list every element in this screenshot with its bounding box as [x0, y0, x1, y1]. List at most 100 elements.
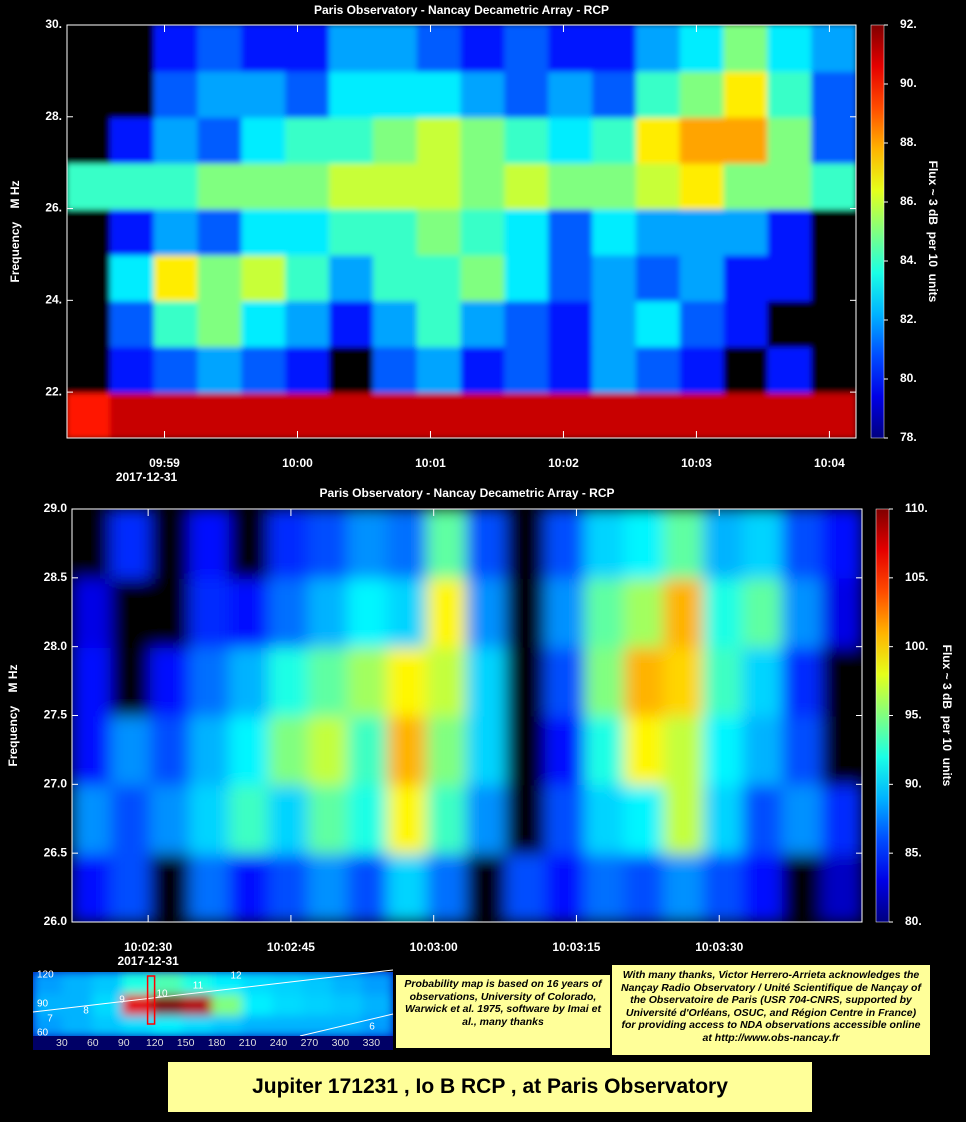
chart-title: Paris Observatory - Nancay Decametric Ar… — [319, 486, 614, 500]
x-tick-label: 330 — [363, 1037, 381, 1049]
heatmap-cell — [723, 25, 770, 72]
heatmap-cell — [811, 299, 856, 348]
contour-label: 12 — [230, 971, 242, 982]
heatmap-cell — [109, 161, 156, 210]
heatmap-cell — [548, 69, 594, 118]
x-tick-label: 10:04 — [814, 456, 845, 470]
contour-label: 8 — [83, 1006, 89, 1017]
heatmap-cell — [92, 992, 124, 1016]
heatmap-cell — [387, 509, 429, 579]
heatmap-cell — [624, 852, 666, 922]
heatmap-cell — [268, 852, 310, 922]
heatmap-cell — [723, 207, 770, 256]
heatmap-cell — [504, 299, 551, 348]
contour-label: 11 — [193, 981, 204, 992]
heatmap-cell — [723, 391, 770, 438]
x-tick-label: 10:02 — [548, 456, 579, 470]
heatmap-cell — [212, 992, 244, 1016]
heatmap-cell — [72, 783, 113, 855]
heatmap — [72, 509, 862, 922]
y-tick-label: 22. — [45, 384, 62, 398]
heatmap-cell — [62, 972, 94, 995]
heatmap-cell — [329, 69, 375, 118]
heatmap-cell — [197, 69, 244, 118]
heatmap-cell — [241, 69, 288, 118]
heatmap-cell — [592, 25, 638, 72]
heatmap-cell — [72, 645, 113, 717]
colorbar-tick-label: 80. — [900, 371, 917, 385]
heatmap-cell — [110, 576, 152, 648]
y-tick-label: 28.5 — [44, 570, 68, 584]
heatmap-cell — [635, 345, 682, 394]
contour-label: 9 — [119, 995, 125, 1006]
heatmap-cell — [332, 1013, 364, 1036]
heatmap-cell — [460, 161, 507, 210]
heatmap-cell — [460, 25, 507, 72]
heatmap-cell — [67, 161, 112, 210]
heatmap-cell — [285, 253, 331, 302]
heatmap-cell — [302, 972, 334, 995]
x-tick-label: 120 — [146, 1037, 164, 1049]
heatmap-cell — [592, 207, 638, 256]
heatmap-cell — [545, 783, 587, 855]
heatmap-cell — [308, 645, 350, 717]
heatmap-cell — [153, 115, 200, 164]
heatmap-cell — [663, 783, 705, 855]
heatmap-cell — [505, 783, 547, 855]
heatmap-cell — [329, 345, 375, 394]
colorbar — [870, 24, 885, 439]
colorbar-tick-label: 95. — [905, 708, 922, 722]
heatmap-cell — [548, 115, 594, 164]
heatmap-cell — [821, 576, 862, 648]
x-tick-label: 10:03:30 — [695, 940, 743, 954]
heatmap-cell — [285, 299, 331, 348]
contour-label: 7 — [47, 1014, 53, 1025]
contour-line — [299, 1013, 394, 1037]
heatmap-cell — [372, 391, 419, 438]
heatmap-cell — [679, 253, 726, 302]
heatmap-cell — [679, 207, 726, 256]
note: With many thanks, Victor Herrero-Arrieta… — [612, 965, 930, 1055]
heatmap-cell — [229, 645, 271, 717]
heatmap-cell — [109, 345, 156, 394]
heatmap-cell — [584, 576, 626, 648]
heatmap-cell — [72, 714, 113, 786]
heatmap-cell — [635, 299, 682, 348]
heatmap-cell — [109, 115, 156, 164]
heatmap-cell — [767, 345, 814, 394]
heatmap-cell — [387, 783, 429, 855]
heatmap-cell — [548, 253, 594, 302]
heatmap-cell — [329, 207, 375, 256]
x-tick-label: 10:01 — [415, 456, 446, 470]
heatmap-cell — [426, 509, 468, 579]
heatmap-cell — [592, 253, 638, 302]
heatmap-cell — [362, 972, 393, 995]
heatmap-cell — [767, 207, 814, 256]
heatmap-cell — [635, 161, 682, 210]
heatmap-cell — [241, 253, 288, 302]
heatmap-cell — [212, 1013, 244, 1036]
heatmap-cell — [548, 161, 594, 210]
heatmap-cell — [416, 253, 463, 302]
heatmap-cell — [782, 714, 824, 786]
heatmap-cell — [347, 509, 389, 579]
heatmap-cell — [811, 69, 856, 118]
heatmap-cell — [635, 253, 682, 302]
heatmap-cell — [545, 576, 587, 648]
chart-title: Paris Observatory - Nancay Decametric Ar… — [314, 3, 609, 17]
heatmap-cell — [197, 299, 244, 348]
colorbar-tick-label: 78. — [900, 430, 917, 444]
heatmap-cell — [782, 645, 824, 717]
heatmap-cell — [466, 783, 508, 855]
heatmap-cell — [767, 161, 814, 210]
heatmap-cell — [67, 115, 112, 164]
heatmap-cell — [782, 783, 824, 855]
heatmap-cell — [504, 253, 551, 302]
heatmap-cell — [624, 509, 666, 579]
x-tick-label: 10:03:15 — [552, 940, 600, 954]
heatmap-cell — [153, 69, 200, 118]
heatmap-cell — [189, 576, 231, 648]
heatmap-cell — [584, 714, 626, 786]
heatmap-cell — [329, 115, 375, 164]
heatmap-cell — [821, 714, 862, 786]
